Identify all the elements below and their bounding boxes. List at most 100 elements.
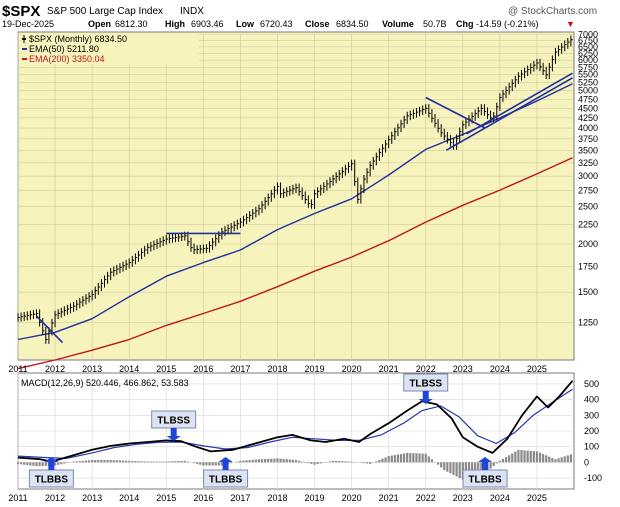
ticker-name: S&P 500 Large Cap Index xyxy=(47,6,163,17)
price-y-tick-label: 4750 xyxy=(578,94,598,104)
annotation-tlbbs: TLBBS xyxy=(203,457,249,488)
trendline xyxy=(466,72,573,135)
macd-histogram-bar xyxy=(285,459,288,463)
macd-histogram-bar xyxy=(545,455,548,463)
macd-histogram-bar xyxy=(399,453,403,463)
macd-histogram-bar xyxy=(26,462,29,466)
annotation-arrow-icon xyxy=(478,457,493,470)
macd-histogram-bar xyxy=(60,462,63,465)
volume-label: Volume xyxy=(382,19,414,29)
macd-y-tick-label: 200 xyxy=(584,426,599,436)
price-panel xyxy=(17,31,575,361)
price-x-tick-label: 2024 xyxy=(490,364,510,374)
annotation-label: TLBBS xyxy=(35,475,69,486)
macd-histogram-bar xyxy=(304,462,307,463)
macd-histogram-bar xyxy=(369,462,372,464)
macd-histogram-bar xyxy=(63,462,66,464)
macd-histogram-bar xyxy=(16,462,20,464)
macd-histogram-bar xyxy=(171,461,174,463)
macd-y-tick-label: 100 xyxy=(584,442,599,452)
price-x-tick-label: 2023 xyxy=(453,364,473,374)
macd-histogram-bar xyxy=(554,459,557,463)
macd-histogram-bar xyxy=(436,462,440,465)
price-y-tick-label: 3250 xyxy=(578,158,598,168)
macd-histogram-bar xyxy=(446,462,449,472)
macd-histogram-bar xyxy=(310,462,313,464)
ticker-exchange: INDX xyxy=(180,6,204,17)
macd-histogram-bar xyxy=(504,457,508,463)
macd-histogram-bar xyxy=(338,461,341,463)
price-y-axis: 1250 1500 1750 2000 2250 2500 2750 3000 3250 3500… xyxy=(578,29,598,327)
macd-histogram-bar xyxy=(205,462,208,466)
price-y-tick-label: 7000 xyxy=(578,29,598,39)
price-y-tick-label: 4000 xyxy=(578,123,598,133)
macd-histogram-bar xyxy=(452,462,455,475)
price-x-tick-label: 2019 xyxy=(305,364,325,374)
annotation-label: TLBSS xyxy=(409,379,442,390)
macd-x-tick-label: 2019 xyxy=(305,493,325,503)
price-x-tick-label: 2013 xyxy=(82,364,102,374)
annotation-label: TLBBS xyxy=(209,475,243,486)
macd-histogram-bar xyxy=(523,450,526,463)
macd-histogram-bar xyxy=(230,462,233,464)
macd-histogram-bar xyxy=(526,450,529,463)
open-label: Open xyxy=(88,19,111,29)
macd-histogram-bar xyxy=(137,461,140,463)
macd-histogram-bar xyxy=(78,461,81,463)
macd-histogram-bar xyxy=(529,450,532,463)
macd-histogram-bar xyxy=(403,453,406,463)
quote-date: 19-Dec-2025 xyxy=(2,19,54,29)
macd-y-tick-label: 400 xyxy=(584,395,599,405)
macd-histogram-bar xyxy=(443,462,446,471)
legend-ema200: EMA(200) 3350.04 xyxy=(29,54,105,64)
macd-histogram-bar xyxy=(365,462,369,464)
macd-histogram-bar xyxy=(538,452,542,463)
annotation-arrow-icon xyxy=(44,457,59,470)
macd-histogram-bar xyxy=(409,453,412,463)
price-y-tick-label: 1750 xyxy=(578,261,598,271)
macd-histogram-bar xyxy=(257,459,261,463)
macd-histogram-bar xyxy=(106,460,109,463)
macd-histogram-bar xyxy=(196,462,199,464)
legend-price: $SPX (Monthly) 6834.50 xyxy=(29,34,127,44)
price-x-tick-label: 2018 xyxy=(267,364,287,374)
macd-histogram-bar xyxy=(158,461,162,463)
macd-histogram-bar xyxy=(44,462,47,466)
macd-histogram-bar xyxy=(396,454,400,463)
macd-histogram-bar xyxy=(532,451,535,463)
macd-histogram-bar xyxy=(449,462,452,474)
macd-histogram-bar xyxy=(297,460,301,463)
watermark: @ StockCharts.com xyxy=(508,6,597,17)
macd-histogram-bar xyxy=(146,461,149,463)
macd-histogram-bar xyxy=(511,453,514,463)
price-x-tick-label: 2021 xyxy=(379,364,399,374)
macd-histogram-bar xyxy=(143,461,146,463)
macd-histogram-bar xyxy=(41,462,44,467)
macd-histogram-bar xyxy=(174,461,177,463)
macd-x-tick-label: 2014 xyxy=(119,493,139,503)
macd-histogram-bar xyxy=(276,458,279,463)
macd-signal-line xyxy=(17,388,573,459)
macd-x-tick-label: 2011 xyxy=(8,493,27,503)
macd-histogram-bar xyxy=(520,450,523,463)
macd-histogram-bar xyxy=(87,460,91,463)
macd-histogram-bar xyxy=(94,460,97,463)
macd-histogram-bar xyxy=(236,461,239,463)
annotation-label: TLBBS xyxy=(468,475,502,486)
price-y-tick-label: 6750 xyxy=(578,35,598,45)
macd-histogram-bar xyxy=(489,462,492,469)
macd-histogram-bar xyxy=(118,460,122,463)
macd-x-tick-label: 2012 xyxy=(45,493,65,503)
annotation-tlbss: TLBSS xyxy=(403,373,449,404)
price-legend: $SPX (Monthly) 6834.50 EMA(50) 5211.80 E… xyxy=(21,34,199,64)
macd-histogram-bar xyxy=(103,460,106,463)
price-y-tick-label: 5750 xyxy=(578,62,598,72)
macd-x-tick-label: 2022 xyxy=(416,493,436,503)
open-value: 6812.30 xyxy=(115,19,148,29)
macd-histogram-bar xyxy=(112,460,115,463)
price-y-tick-label: 5500 xyxy=(578,70,598,80)
macd-histogram-bar xyxy=(72,461,75,463)
macd-histogram-bar xyxy=(270,458,273,463)
macd-histogram-bar xyxy=(245,460,248,463)
macd-histogram-bar xyxy=(480,462,483,477)
